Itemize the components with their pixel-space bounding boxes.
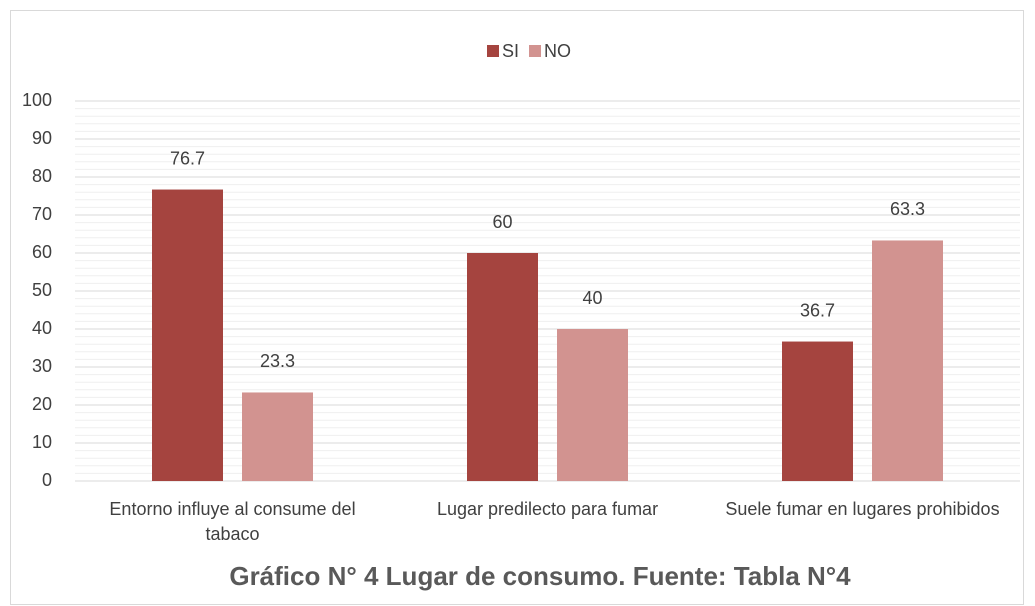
- x-tick-line: tabaco: [205, 524, 259, 544]
- data-label: 63.3: [890, 199, 925, 219]
- y-tick-label: 20: [32, 394, 52, 414]
- x-tick-line: Suele fumar en lugares prohibidos: [725, 499, 999, 519]
- data-label: 36.7: [800, 300, 835, 320]
- bar: [557, 329, 628, 481]
- y-tick-label: 100: [22, 90, 52, 110]
- data-label: 60: [492, 212, 512, 232]
- bar: [242, 392, 313, 481]
- bar: [872, 240, 943, 481]
- legend: SI NO: [487, 41, 571, 61]
- legend-label: NO: [544, 41, 571, 61]
- y-tick-label: 40: [32, 318, 52, 338]
- y-tick-label: 10: [32, 432, 52, 452]
- y-tick-label: 0: [42, 470, 52, 490]
- legend-swatch: [487, 45, 499, 57]
- bar: [782, 341, 853, 481]
- data-label: 76.7: [170, 148, 205, 168]
- x-tick-label: Suele fumar en lugares prohibidos: [725, 499, 999, 519]
- data-label: 40: [582, 288, 602, 308]
- y-tick-label: 90: [32, 128, 52, 148]
- x-tick-line: Lugar predilecto para fumar: [437, 499, 658, 519]
- y-tick-label: 60: [32, 242, 52, 262]
- x-tick-line: Entorno influye al consume del: [109, 499, 355, 519]
- legend-swatch: [529, 45, 542, 57]
- data-label: 23.3: [260, 351, 295, 371]
- y-tick-label: 80: [32, 166, 52, 186]
- bar: [152, 189, 223, 482]
- y-tick-label: 70: [32, 204, 52, 224]
- x-tick-label: Entorno influye al consume del tabaco: [109, 499, 355, 544]
- x-tick-label: Lugar predilecto para fumar: [437, 499, 658, 519]
- bar: [467, 253, 538, 481]
- y-tick-label: 30: [32, 356, 52, 376]
- chart-title: Gráfico N° 4 Lugar de consumo. Fuente: T…: [229, 561, 851, 591]
- y-tick-label: 50: [32, 280, 52, 300]
- legend-label: SI: [502, 41, 519, 61]
